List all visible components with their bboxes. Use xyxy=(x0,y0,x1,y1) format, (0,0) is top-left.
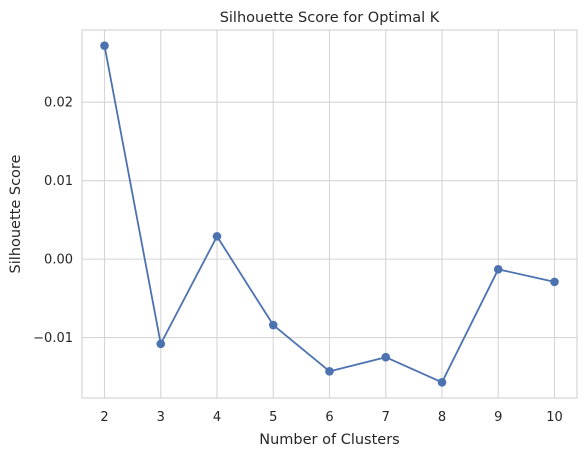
series-layer xyxy=(100,41,559,387)
data-point xyxy=(550,277,559,287)
data-point xyxy=(493,265,503,274)
chart-title: Silhouette Score for Optimal K xyxy=(220,10,440,26)
data-point xyxy=(100,41,109,50)
data-point xyxy=(268,320,278,330)
x-tick-label: 10 xyxy=(546,410,563,425)
x-tick-label: 8 xyxy=(438,410,446,425)
grid-lines xyxy=(82,30,577,398)
y-axis-title: Silhouette Score xyxy=(8,154,24,273)
y-tick-label: −0.01 xyxy=(33,331,73,346)
y-tick-label: 0.02 xyxy=(44,96,73,111)
y-tick-label: 0.01 xyxy=(44,174,73,189)
x-tick-labels: 2 3 4 5 6 7 8 9 10 xyxy=(100,410,562,425)
x-tick-label: 3 xyxy=(157,410,165,425)
data-point xyxy=(212,232,222,241)
data-point xyxy=(437,378,447,387)
x-tick-label: 9 xyxy=(494,410,502,425)
x-tick-label: 4 xyxy=(213,410,221,425)
x-tick-label: 5 xyxy=(269,410,277,425)
data-point xyxy=(381,352,391,362)
y-tick-label: 0.00 xyxy=(44,253,73,268)
x-axis-title: Number of Clusters xyxy=(259,432,399,448)
data-point xyxy=(156,339,166,349)
x-tick-label: 2 xyxy=(100,410,108,425)
x-tick-label: 6 xyxy=(325,410,333,425)
data-point xyxy=(325,367,334,376)
plot-frame xyxy=(81,29,578,399)
y-tick-labels: −0.01 0.00 0.01 0.02 xyxy=(33,96,73,346)
x-tick-label: 7 xyxy=(382,410,390,425)
